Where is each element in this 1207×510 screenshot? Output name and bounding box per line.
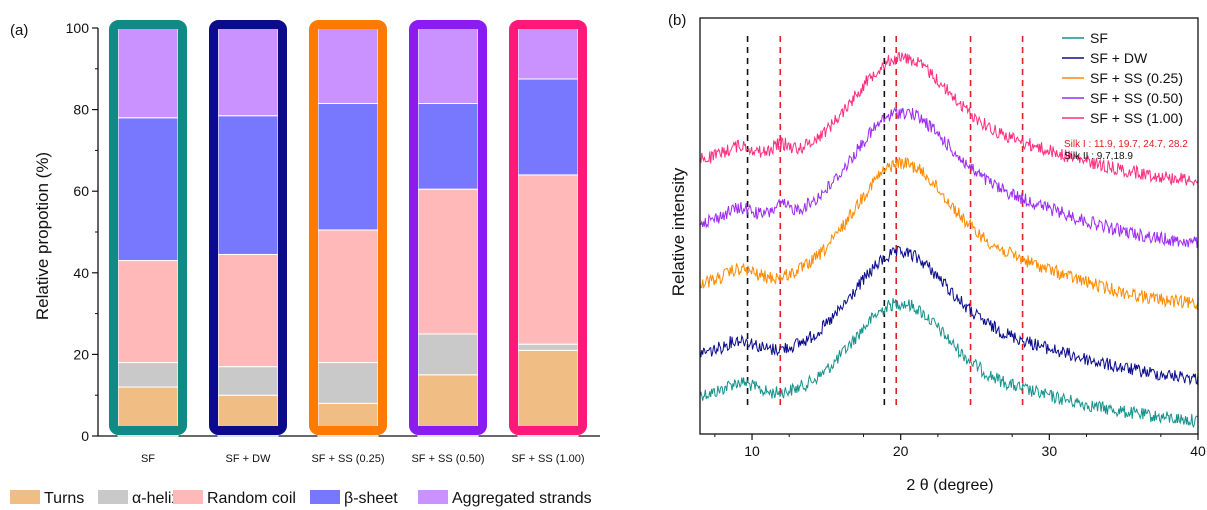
bar-segment-1-3	[117, 260, 179, 364]
bar-frame-3	[309, 20, 387, 435]
bar-segment-5-5	[517, 27, 579, 80]
panel-a-y-tick-label: 40	[73, 265, 89, 281]
panel-b-x-tick-label: 20	[893, 443, 909, 459]
bar-segment-2-3	[217, 253, 279, 368]
xrd-series-line-5	[699, 51, 1199, 186]
legend-swatch-4	[310, 490, 340, 504]
bar-segment-1-5	[117, 27, 179, 119]
bar-segment-4-3	[417, 188, 479, 335]
panel-a-y-tick-label: 0	[81, 428, 89, 444]
panel-b-axes: 10 20 30 40	[699, 17, 1206, 459]
panel-a-x-tick-label: SF + SS (0.25)	[311, 453, 384, 465]
panel-a-y-tick-label: 100	[66, 20, 90, 36]
panel-b-x-tick-label: 10	[744, 443, 760, 459]
panel-a-y-tick-label: 80	[73, 102, 89, 118]
panel-b-x-tick-label: 40	[1190, 443, 1206, 459]
panel-b-x-tick-label: 30	[1042, 443, 1058, 459]
bar-segment-3-4	[317, 102, 379, 231]
panel-b-legend-label-4: SF + SS (0.50)	[1090, 90, 1183, 106]
panel-b-reference-lines	[746, 36, 1024, 408]
legend-swatch-3	[173, 490, 203, 504]
panel-a-y-axis: 0 20 40 60 80 100	[66, 20, 600, 444]
bar-segment-1-2	[117, 362, 179, 388]
legend-swatch-5	[418, 490, 448, 504]
bar-segment-4-1	[417, 374, 479, 437]
bar-frame-1	[109, 20, 187, 435]
bar-segment-5-2	[517, 343, 579, 351]
panel-b-legend-label-3: SF + SS (0.25)	[1090, 70, 1183, 86]
legend-label-5: Aggregated strands	[452, 490, 592, 507]
bar-segment-5-1	[517, 349, 579, 437]
silk-ii-label: Silk II : 9.7,18.9	[1064, 151, 1133, 162]
legend-label-4: β-sheet	[344, 490, 398, 507]
bar-segment-2-4	[217, 115, 279, 255]
bar-frame-2	[209, 20, 287, 435]
panel-a-x-tick-label: SF + DW	[226, 453, 272, 465]
xrd-series-line-3	[699, 156, 1199, 310]
panel-a-label: (a)	[10, 22, 28, 39]
panel-b-label: (b)	[668, 12, 686, 29]
panel-b-xlabel: 2 θ (degree)	[906, 477, 993, 494]
panel-b-ylabel: Relative intensity	[669, 167, 688, 296]
bar-segment-4-4	[417, 102, 479, 190]
xrd-series-line-2	[699, 245, 1199, 386]
bar-segment-3-5	[317, 27, 379, 104]
bar-segment-2-5	[217, 27, 279, 117]
panel-b-legend: SF SF + DW SF + SS (0.25) SF + SS (0.50) SF …	[1062, 30, 1188, 162]
bar-frame-5	[509, 20, 587, 435]
bar-frame-4	[409, 20, 487, 435]
xrd-series-line-1	[699, 298, 1199, 429]
silk-i-label: Silk I : 11.9, 19.7, 24.7, 28.2	[1064, 139, 1188, 150]
xrd-series-line-4	[699, 106, 1199, 249]
panel-b-plot-frame	[699, 17, 1199, 435]
bar-segment-2-2	[217, 366, 279, 396]
legend-swatch-1	[10, 490, 40, 504]
legend-label-3: Random coil	[207, 490, 296, 507]
panel-b-legend-label-5: SF + SS (1.00)	[1090, 110, 1183, 126]
panel-a-x-tick-label: SF	[141, 453, 155, 465]
panel-a-y-tick-label: 60	[73, 183, 89, 199]
panel-b-legend-label-2: SF + DW	[1090, 50, 1148, 66]
bar-segment-5-3	[517, 174, 579, 345]
panel-b-series	[699, 51, 1199, 429]
bar-segment-3-3	[317, 229, 379, 364]
legend-label-1: Turns	[44, 490, 84, 507]
bar-segment-1-4	[117, 117, 179, 262]
bar-segment-4-2	[417, 333, 479, 376]
panel-a-x-tick-label: SF + SS (0.50)	[411, 453, 484, 465]
panel-a-x-tick-label: SF + SS (1.00)	[511, 453, 584, 465]
legend-swatch-2	[98, 490, 128, 504]
panel-b-xrd-chart: (b) Relative intensity 2 θ (degree) 10 20…	[668, 12, 1206, 494]
bar-segment-3-2	[317, 362, 379, 404]
panel-a-ylabel: Relative propotion (%)	[33, 152, 52, 320]
panel-a-y-tick-label: 20	[73, 346, 89, 362]
bar-segment-5-4	[517, 78, 579, 176]
legend-label-2: α-helix	[132, 490, 179, 507]
panel-a-legend: Turns α-helix Random coil β-sheet Aggregated…	[10, 490, 592, 507]
panel-a-bars	[109, 20, 587, 437]
panel-a-x-tick-labels: SF SF + DW SF + SS (0.25) SF + SS (0.50) SF …	[141, 453, 585, 465]
panel-b-legend-label-1: SF	[1090, 30, 1108, 46]
panel-a-stacked-bar-chart: (a) Relative propotion (%) 020406080100 …	[10, 20, 600, 465]
bar-segment-4-5	[417, 27, 479, 104]
